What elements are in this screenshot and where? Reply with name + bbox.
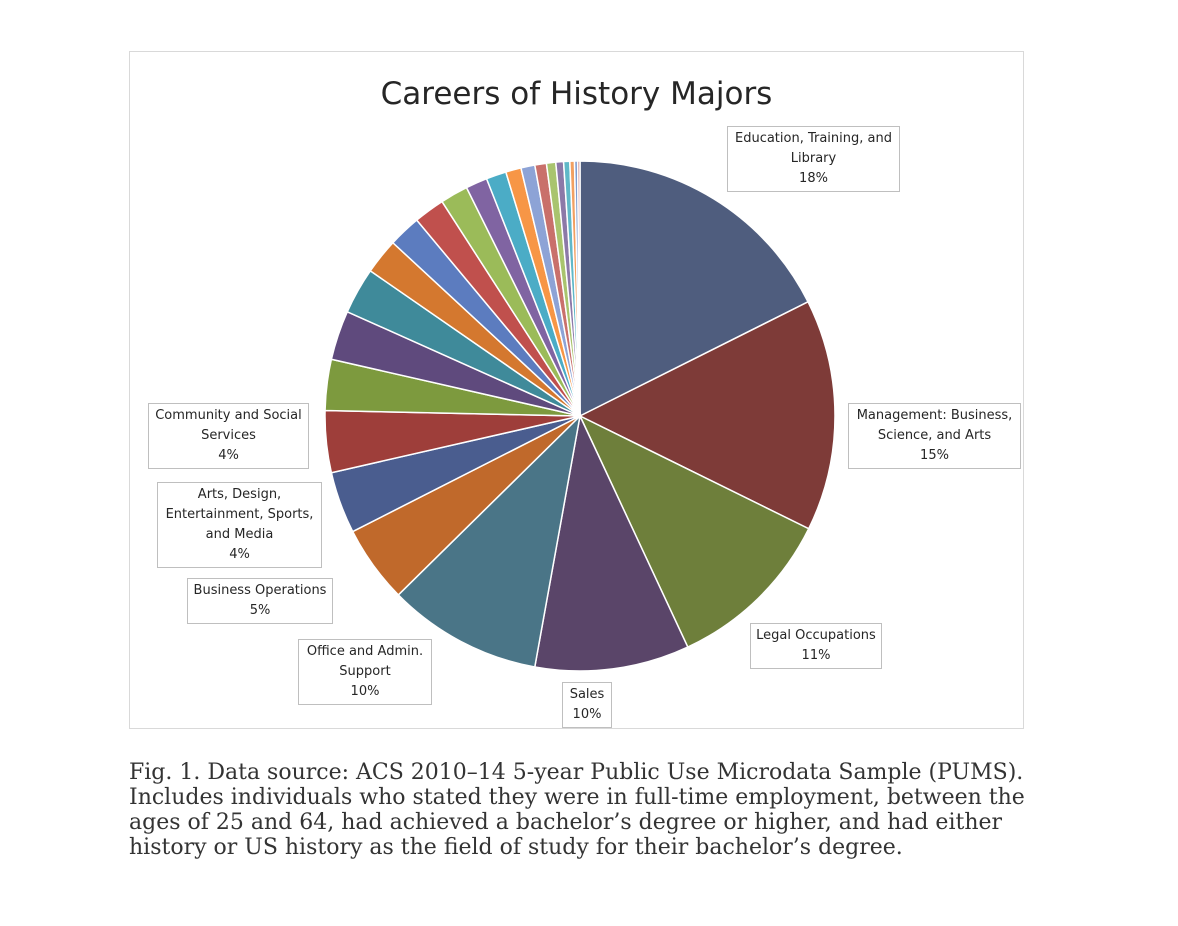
- slice-label-business-operations: Business Operations 5%: [187, 578, 333, 624]
- slice-label-name: Education, Training, and Library: [734, 131, 892, 166]
- figure-caption: Fig. 1. Data source: ACS 2010–14 5-year …: [129, 760, 1025, 860]
- pie-slice-0: [579, 160, 810, 418]
- slice-label-sales: Sales 10%: [562, 682, 612, 728]
- slice-label-name: Community and Social Services: [155, 408, 302, 443]
- slice-label-percent: 18%: [799, 171, 828, 186]
- slice-label-name: Office and Admin. Support: [306, 644, 424, 679]
- pie-slice-1: [578, 300, 836, 530]
- pie-slice-3: [533, 413, 689, 672]
- chart-title: Careers of History Majors: [380, 76, 773, 112]
- slice-label-name: Business Operations: [193, 583, 327, 598]
- pie-slice-25: [576, 160, 581, 417]
- slice-label-education: Education, Training, and Library 18%: [727, 126, 900, 192]
- slice-label-percent: 10%: [350, 684, 380, 699]
- slice-label-name: Management: Business, Science, and Arts: [856, 408, 1013, 443]
- slice-label-percent: 11%: [801, 648, 831, 663]
- slice-label-office-admin: Office and Admin. Support 10%: [298, 639, 432, 705]
- slice-label-percent: 4%: [229, 547, 250, 562]
- slice-label-management: Management: Business, Science, and Arts …: [848, 403, 1021, 469]
- slice-label-percent: 5%: [249, 603, 271, 618]
- pie-slice-4: [397, 413, 582, 668]
- slice-label-name: Sales: [569, 687, 605, 702]
- pie-chart: [324, 160, 836, 672]
- slice-label-community-social: Community and Social Services 4%: [148, 403, 309, 469]
- slice-label-arts-design: Arts, Design, Entertainment, Sports, and…: [157, 482, 322, 568]
- slice-label-percent: 4%: [218, 448, 239, 463]
- slice-label-legal: Legal Occupations 11%: [750, 623, 882, 669]
- slice-label-percent: 10%: [572, 707, 602, 722]
- slice-label-name: Legal Occupations: [756, 628, 876, 643]
- slice-label-name: Arts, Design, Entertainment, Sports, and…: [165, 487, 314, 542]
- pie-slice-2: [578, 414, 810, 649]
- slice-label-percent: 15%: [920, 448, 949, 463]
- chart-frame: Careers of History Majors Education, Tra…: [129, 51, 1024, 729]
